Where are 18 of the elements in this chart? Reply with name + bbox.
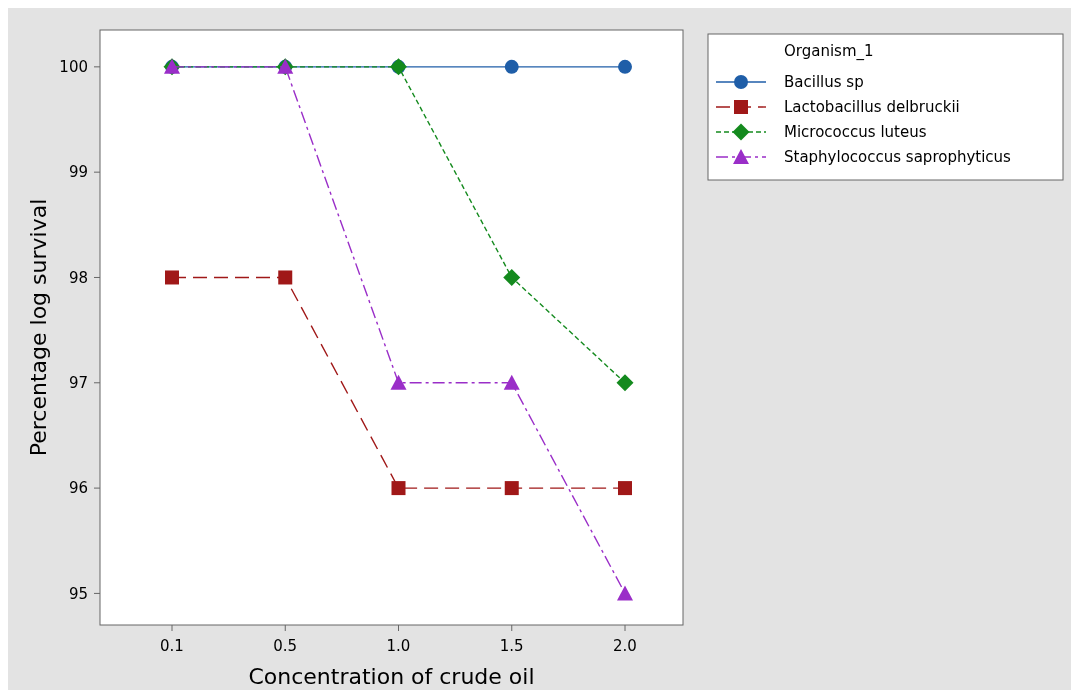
x-tick-label: 0.5: [273, 637, 298, 655]
y-axis-title: Percentage log survival: [26, 198, 51, 457]
x-tick-label: 1.0: [386, 637, 411, 655]
legend-title: Organism_1: [784, 42, 874, 61]
x-tick-label: 2.0: [613, 637, 637, 655]
y-tick-label: 97: [68, 374, 88, 393]
legend-label: Micrococcus luteus: [784, 123, 927, 142]
legend-label: Bacillus sp: [784, 73, 864, 92]
x-axis-title: Concentration of crude oil: [248, 664, 535, 689]
y-tick-label: 99: [68, 163, 88, 182]
legend-label: Staphylococcus saprophyticus: [784, 148, 1012, 167]
x-tick-label: 1.5: [499, 637, 524, 655]
x-tick-label: 0.1: [160, 637, 184, 655]
y-tick-label: 98: [68, 268, 88, 287]
y-tick-label: 96: [68, 479, 88, 498]
y-tick-label: 95: [68, 584, 88, 603]
legend-label: Lactobacillus delbruckii: [784, 98, 960, 117]
y-tick-label: 100: [59, 58, 88, 77]
